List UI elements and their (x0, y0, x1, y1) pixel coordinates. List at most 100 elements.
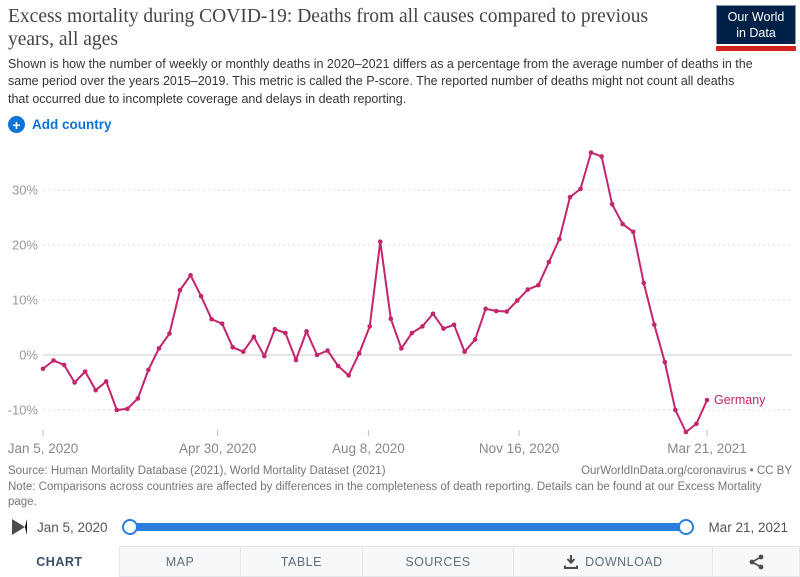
timeline-start-handle[interactable] (121, 519, 138, 535)
data-point[interactable] (146, 367, 151, 373)
data-point[interactable] (673, 407, 678, 413)
timeline-end-handle[interactable] (678, 519, 695, 535)
timeline-track-wrap (121, 518, 695, 536)
y-axis-label: 20% (12, 238, 38, 253)
data-point[interactable] (377, 239, 383, 244)
data-point[interactable] (567, 194, 573, 200)
license-text[interactable]: OurWorldInData.org/coronavirus • CC BY (581, 465, 792, 477)
timeline-end-label: Mar 21, 2021 (708, 519, 788, 535)
data-point[interactable] (125, 406, 130, 412)
data-point[interactable] (683, 429, 689, 435)
data-point[interactable] (493, 308, 499, 314)
data-point[interactable] (588, 150, 594, 155)
data-point[interactable] (641, 280, 647, 286)
data-point[interactable] (230, 345, 236, 350)
note-text: Note: Comparisons across countries are a… (8, 480, 762, 508)
data-point[interactable] (367, 324, 373, 329)
download-icon (564, 554, 579, 569)
source-text[interactable]: Source: Human Mortality Database (2021),… (8, 465, 386, 477)
data-point[interactable] (167, 331, 172, 336)
tab-sources-label: SOURCES (405, 554, 471, 569)
data-point[interactable] (462, 349, 467, 354)
data-point[interactable] (177, 287, 183, 293)
data-point[interactable] (293, 357, 299, 363)
data-point[interactable] (156, 346, 162, 351)
data-point[interactable] (209, 316, 214, 322)
tab-table-label: TABLE (280, 554, 322, 569)
play-button[interactable] (12, 519, 27, 535)
data-point[interactable] (72, 380, 77, 385)
data-point[interactable] (704, 397, 710, 403)
data-point[interactable] (356, 351, 362, 356)
data-point[interactable] (272, 326, 278, 332)
add-country-button[interactable]: + Add country (8, 116, 112, 133)
data-point[interactable] (346, 373, 351, 378)
data-point[interactable] (609, 202, 615, 207)
data-point[interactable] (314, 352, 320, 358)
data-point[interactable] (620, 221, 625, 227)
data-point[interactable] (694, 421, 699, 427)
data-point[interactable] (420, 324, 425, 329)
germany-line (42, 151, 708, 433)
data-point[interactable] (388, 316, 394, 321)
data-point[interactable] (451, 322, 457, 328)
timeline-track[interactable] (128, 523, 688, 531)
data-point[interactable] (93, 387, 98, 393)
data-point[interactable] (483, 306, 488, 312)
data-point[interactable] (40, 366, 46, 372)
data-point[interactable] (409, 330, 415, 336)
tab-sources[interactable]: SOURCES (361, 546, 515, 577)
y-axis-label: -10% (8, 403, 39, 418)
data-point[interactable] (472, 337, 478, 342)
data-point[interactable] (652, 322, 657, 328)
data-point[interactable] (335, 363, 341, 369)
series-label-germany[interactable]: Germany (714, 393, 766, 407)
data-point[interactable] (262, 353, 267, 359)
line-chart[interactable]: 30% 20% 10% 0% -10% Jan 5, 2020 Apr 30, 2020 Au… (0, 140, 800, 462)
x-axis-label: Aug 8, 2020 (332, 441, 405, 456)
data-point[interactable] (546, 259, 552, 265)
data-point[interactable] (441, 326, 446, 331)
x-axis-label: Jan 5, 2020 (8, 441, 79, 456)
data-point[interactable] (557, 236, 562, 242)
data-point[interactable] (504, 309, 510, 314)
data-point[interactable] (536, 282, 541, 288)
y-axis-label: 0% (19, 348, 38, 363)
timeline-start-label: Jan 5, 2020 (37, 519, 108, 535)
data-point[interactable] (430, 311, 436, 317)
timeline-control: Jan 5, 2020 Mar 21, 2021 (0, 513, 800, 541)
data-point[interactable] (61, 362, 67, 368)
tab-chart-label: CHART (36, 554, 83, 569)
data-point[interactable] (103, 379, 109, 384)
data-point[interactable] (599, 154, 604, 159)
page-title: Excess mortality during COVID-19: Deaths… (8, 6, 649, 50)
data-point[interactable] (514, 298, 520, 303)
tab-table[interactable]: TABLE (240, 546, 363, 577)
data-point[interactable] (578, 186, 583, 192)
tab-map[interactable]: MAP (118, 546, 242, 577)
data-point[interactable] (630, 229, 636, 235)
data-point[interactable] (198, 293, 204, 299)
data-point[interactable] (399, 346, 404, 351)
tab-chart[interactable]: CHART (0, 546, 120, 577)
data-point[interactable] (135, 396, 141, 401)
data-point[interactable] (188, 272, 193, 278)
source-block: Source: Human Mortality Database (2021),… (8, 464, 792, 510)
tab-download[interactable]: DOWNLOAD (513, 546, 714, 577)
data-point[interactable] (114, 407, 120, 413)
owid-logo-text-line1: Our World (727, 10, 785, 24)
data-point[interactable] (240, 349, 246, 354)
data-point[interactable] (325, 348, 330, 353)
tab-share[interactable] (712, 546, 800, 577)
owid-logo[interactable]: Our World in Data (716, 5, 796, 45)
data-point[interactable] (82, 369, 88, 374)
data-point[interactable] (251, 334, 257, 340)
plus-icon: + (8, 116, 25, 133)
data-point[interactable] (51, 358, 56, 363)
data-point[interactable] (283, 330, 288, 336)
data-point[interactable] (219, 321, 225, 326)
chart-header: Excess mortality during COVID-19: Deaths… (8, 5, 796, 108)
data-point[interactable] (525, 287, 531, 292)
data-point[interactable] (304, 329, 309, 334)
data-point[interactable] (662, 359, 668, 365)
